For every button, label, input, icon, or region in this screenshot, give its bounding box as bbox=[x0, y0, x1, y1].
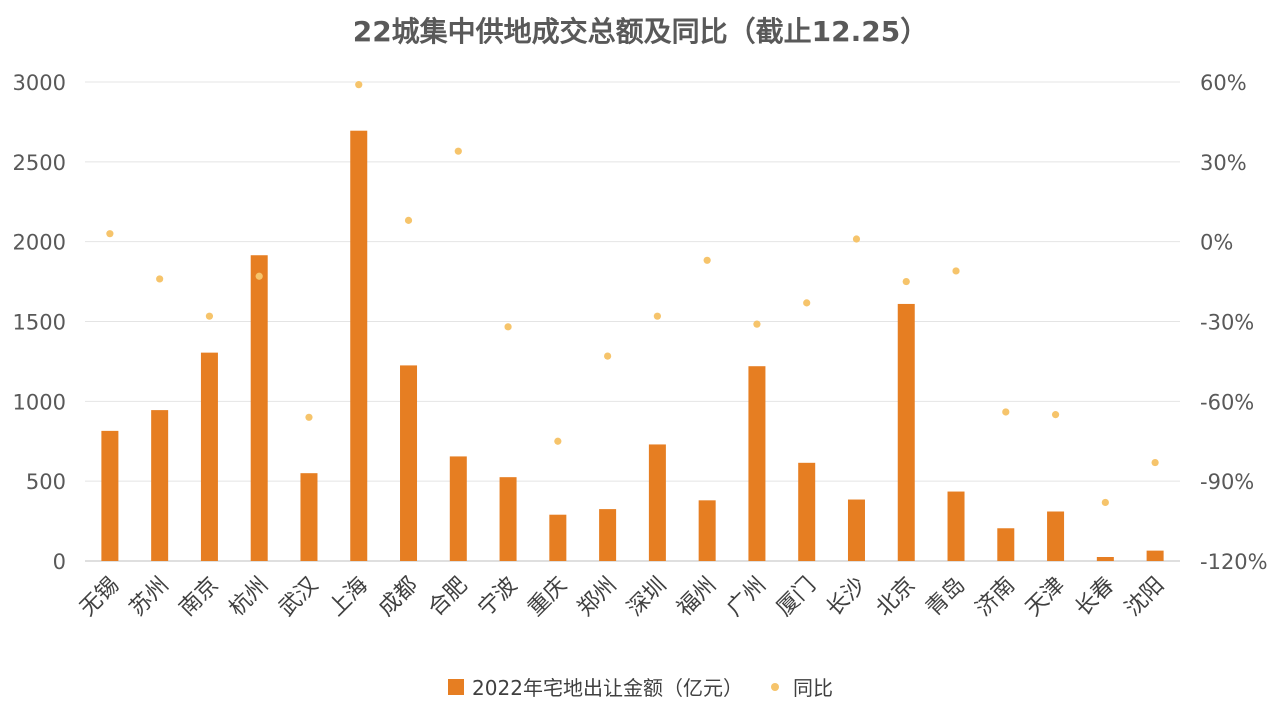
right-tick-label: 60% bbox=[1200, 71, 1247, 95]
right-tick-label: 0% bbox=[1200, 231, 1233, 255]
left-tick-label: 3000 bbox=[13, 71, 66, 95]
yoy-dot bbox=[1002, 408, 1010, 416]
category-labels: 无锡 苏州 南京 杭州 武汉 上海 成都 合肥 宁波 重庆 郑州 深圳 福州 广州 厦门 长沙 北京 青岛 济南 天津… bbox=[75, 573, 1169, 622]
yoy-dot bbox=[604, 352, 612, 360]
category-label: 南京 bbox=[175, 573, 224, 622]
category-label: 天津 bbox=[1021, 573, 1070, 622]
bar bbox=[101, 430, 119, 561]
yoy-dot bbox=[255, 272, 263, 280]
left-tick-label: 0 bbox=[53, 550, 66, 574]
category-label: 无锡 bbox=[75, 573, 124, 622]
legend-label-yoy: 同比 bbox=[792, 676, 833, 700]
chart-title: 22城集中供地成交总额及同比（截止12.25） bbox=[352, 15, 929, 48]
gridlines bbox=[85, 81, 1180, 562]
legend-label-amount: 2022年宅地出让金额（亿元） bbox=[472, 676, 743, 700]
category-label: 合肥 bbox=[424, 573, 473, 622]
yoy-scatter-series bbox=[106, 81, 1159, 507]
yoy-dot bbox=[753, 320, 761, 328]
bar bbox=[847, 499, 865, 561]
category-label: 郑州 bbox=[573, 573, 622, 622]
yoy-dot bbox=[803, 299, 811, 307]
left-tick-label: 500 bbox=[26, 470, 66, 494]
category-label: 武汉 bbox=[274, 573, 323, 622]
yoy-dot bbox=[1051, 411, 1060, 419]
yoy-dot bbox=[952, 267, 960, 275]
bar bbox=[549, 514, 567, 561]
category-label: 深圳 bbox=[623, 573, 672, 622]
left-tick-label: 1000 bbox=[13, 390, 66, 414]
legend-item-yoy: 同比 bbox=[765, 672, 833, 701]
yoy-dot bbox=[703, 256, 711, 264]
category-label: 长春 bbox=[1071, 573, 1120, 622]
bar bbox=[648, 444, 666, 561]
left-tick-label: 2500 bbox=[13, 151, 66, 175]
category-label: 广州 bbox=[722, 573, 771, 622]
bar bbox=[1047, 511, 1065, 561]
right-tick-label: 30% bbox=[1200, 151, 1247, 175]
yoy-dot bbox=[156, 275, 164, 283]
category-label: 济南 bbox=[971, 573, 1020, 622]
legend-dot-swatch bbox=[770, 682, 779, 691]
category-label: 杭州 bbox=[225, 573, 274, 622]
yoy-dot bbox=[1151, 458, 1159, 467]
category-label: 长沙 bbox=[822, 573, 871, 622]
category-label: 上海 bbox=[324, 573, 373, 622]
yoy-dot bbox=[653, 312, 661, 320]
bar bbox=[897, 303, 915, 561]
left-tick-label: 2000 bbox=[13, 231, 66, 255]
bar bbox=[200, 352, 218, 561]
yoy-dot bbox=[504, 323, 512, 331]
bar bbox=[1096, 557, 1114, 561]
bar bbox=[250, 255, 268, 561]
bar bbox=[947, 491, 965, 561]
bar bbox=[1146, 550, 1164, 561]
category-label: 北京 bbox=[872, 573, 921, 622]
category-label: 沈阳 bbox=[1121, 573, 1170, 622]
bar bbox=[350, 130, 368, 561]
category-label: 成都 bbox=[374, 573, 423, 622]
right-tick-label: -30% bbox=[1200, 311, 1254, 335]
bar bbox=[798, 462, 816, 561]
bar bbox=[599, 509, 617, 561]
category-label: 厦门 bbox=[772, 573, 821, 622]
yoy-dot bbox=[106, 230, 114, 238]
bar bbox=[997, 528, 1015, 561]
right-tick-label: -120% bbox=[1200, 550, 1268, 574]
right-tick-label: -90% bbox=[1200, 470, 1254, 494]
yoy-dot bbox=[902, 277, 910, 286]
category-label: 青岛 bbox=[921, 573, 970, 622]
yoy-dot bbox=[205, 312, 214, 320]
left-axis-ticks: 0 500 1000 1500 2000 2500 3000 bbox=[13, 71, 66, 574]
bar-series bbox=[101, 130, 1164, 561]
bar bbox=[698, 500, 716, 561]
bar bbox=[300, 473, 318, 561]
yoy-dot bbox=[355, 81, 363, 89]
right-tick-label: -60% bbox=[1200, 390, 1254, 414]
yoy-dot bbox=[454, 147, 462, 155]
chart-canvas: 0 500 1000 1500 2000 2500 3000 -120% -90% -60% -3… bbox=[13, 71, 1268, 622]
bar bbox=[151, 410, 169, 561]
legend-bar-swatch bbox=[448, 678, 465, 695]
legend: 2022年宅地出让金额（亿元） 同比 bbox=[0, 672, 1281, 701]
bar bbox=[748, 366, 766, 561]
yoy-dot bbox=[1101, 498, 1109, 507]
bar bbox=[499, 477, 517, 561]
right-axis-ticks: -120% -90% -60% -30% 0% 30% 60% bbox=[1200, 71, 1268, 574]
bar bbox=[449, 456, 467, 561]
left-tick-label: 1500 bbox=[13, 311, 66, 335]
category-label: 苏州 bbox=[125, 573, 174, 622]
bar bbox=[400, 365, 418, 561]
yoy-dot bbox=[554, 437, 562, 445]
category-label: 宁波 bbox=[474, 573, 523, 622]
category-label: 福州 bbox=[673, 573, 722, 622]
yoy-dot bbox=[404, 216, 413, 224]
yoy-dot bbox=[852, 235, 861, 243]
category-label: 重庆 bbox=[523, 573, 572, 622]
yoy-dot bbox=[305, 413, 313, 421]
legend-item-amount: 2022年宅地出让金额（亿元） bbox=[448, 672, 743, 701]
